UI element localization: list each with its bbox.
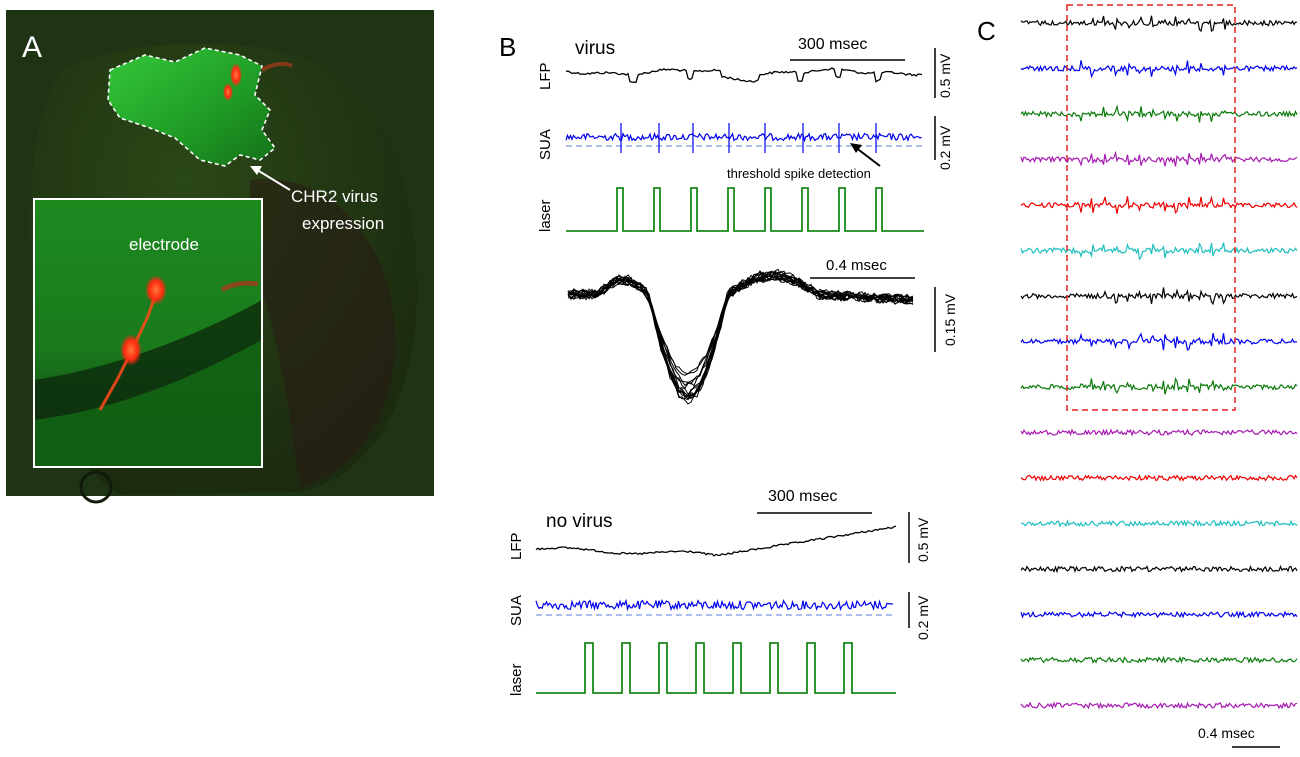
inset-lower-layer bbox=[34, 340, 262, 467]
responsive-channels-highlight bbox=[1066, 4, 1236, 411]
inset: electrode bbox=[33, 198, 263, 468]
waveform-time-scale-label: 0.4 msec bbox=[826, 257, 887, 274]
threshold-arrow bbox=[854, 146, 881, 167]
waveform-traces bbox=[567, 268, 914, 405]
virus-title: virus bbox=[575, 38, 615, 59]
waveform-amp-scale-label: 0.15 mV bbox=[942, 293, 958, 346]
panel-c-time-scale-label: 0.4 msec bbox=[1198, 725, 1255, 741]
channel-traces bbox=[1020, 15, 1298, 710]
no-virus-lfp-trace bbox=[535, 525, 897, 557]
threshold-annotation: threshold spike detection bbox=[727, 166, 871, 181]
waveform-trace bbox=[567, 274, 914, 400]
virus-sua-label: SUA bbox=[537, 129, 554, 160]
electrode-tip-upper bbox=[145, 275, 167, 305]
channel-trace bbox=[1020, 150, 1298, 167]
channel-trace bbox=[1020, 610, 1298, 619]
channel-trace bbox=[1020, 15, 1298, 33]
virus-laser-trace bbox=[566, 187, 924, 232]
electrode-track-side bbox=[220, 280, 259, 293]
no-virus-laser-label: laser bbox=[508, 663, 525, 696]
channel-trace bbox=[1020, 564, 1298, 574]
electrode-track-lower bbox=[223, 83, 233, 101]
no-virus-sua-label: SUA bbox=[508, 595, 525, 626]
electrode-tip-lower bbox=[120, 334, 142, 366]
virus-lfp-scale-label: 0.5 mV bbox=[937, 53, 953, 98]
virus-expression-outline bbox=[107, 47, 277, 167]
virus-annotation-line2: expression bbox=[302, 214, 384, 233]
no-virus-time-scale-label: 300 msec bbox=[768, 488, 837, 505]
panel-b-label: B bbox=[499, 32, 516, 62]
no-virus-sua-trace bbox=[535, 598, 894, 612]
electrode-track-upper bbox=[230, 63, 242, 87]
no-virus-sua-scale-label: 0.2 mV bbox=[915, 595, 931, 640]
channel-trace bbox=[1020, 242, 1298, 261]
no-virus-lfp-scale-label: 0.5 mV bbox=[915, 517, 931, 562]
virus-lfp-trace bbox=[565, 67, 923, 84]
virus-arrow-head bbox=[250, 166, 262, 175]
channel-trace bbox=[1020, 519, 1298, 528]
electrode-track-right bbox=[260, 61, 293, 72]
virus-time-scale-label: 300 msec bbox=[798, 36, 867, 53]
channel-trace bbox=[1020, 60, 1298, 79]
waveform-trace bbox=[567, 275, 914, 376]
waveform-trace bbox=[567, 274, 914, 395]
virus-arrow bbox=[253, 167, 291, 191]
virus-annotation-line1: CHR2 virus bbox=[291, 187, 378, 206]
electrode-label: electrode bbox=[129, 235, 199, 254]
no-virus-condition: no virus 300 msec LFP 0.5 mV SUA 0.2 mV … bbox=[508, 488, 931, 696]
channel-trace bbox=[1020, 332, 1298, 352]
channel-trace bbox=[1020, 195, 1298, 214]
waveform-trace bbox=[567, 276, 914, 397]
waveform-trace bbox=[567, 270, 914, 397]
panel-a-label: A bbox=[22, 31, 42, 64]
inset-border bbox=[33, 198, 263, 468]
virus-lfp-label: LFP bbox=[537, 62, 554, 90]
panel-c: C 0.4 msec bbox=[977, 4, 1298, 748]
channel-trace bbox=[1020, 474, 1298, 482]
waveform-trace bbox=[567, 270, 914, 400]
panel-c-label: C bbox=[977, 16, 996, 46]
channel-trace bbox=[1020, 701, 1298, 710]
bubble-artifact bbox=[79, 470, 113, 504]
panel-a: A CHR2 virus expression electrode bbox=[6, 10, 434, 504]
virus-condition: virus 300 msec LFP 0.5 mV SUA 0.2 mV thr… bbox=[537, 36, 953, 232]
virus-sua-scale-label: 0.2 mV bbox=[937, 125, 953, 170]
threshold-arrow-head bbox=[850, 143, 862, 153]
virus-sua-trace bbox=[565, 123, 922, 153]
virus-laser-label: laser bbox=[537, 199, 554, 232]
no-virus-title: no virus bbox=[546, 511, 613, 532]
inset-dark-band bbox=[34, 300, 262, 420]
no-virus-lfp-label: LFP bbox=[508, 532, 525, 560]
channel-trace bbox=[1020, 104, 1298, 123]
waveform-trace bbox=[567, 276, 914, 375]
channel-trace bbox=[1020, 655, 1298, 664]
panel-b: B virus 300 msec LFP 0.5 mV SUA 0.2 mV t… bbox=[499, 32, 958, 696]
channel-trace bbox=[1020, 376, 1298, 395]
channel-trace bbox=[1020, 428, 1298, 437]
brain-slice-dark-region bbox=[250, 179, 396, 489]
spike-waveforms: 0.4 msec 0.15 mV bbox=[567, 257, 958, 405]
no-virus-laser-trace bbox=[536, 642, 896, 694]
channel-trace bbox=[1020, 287, 1298, 306]
